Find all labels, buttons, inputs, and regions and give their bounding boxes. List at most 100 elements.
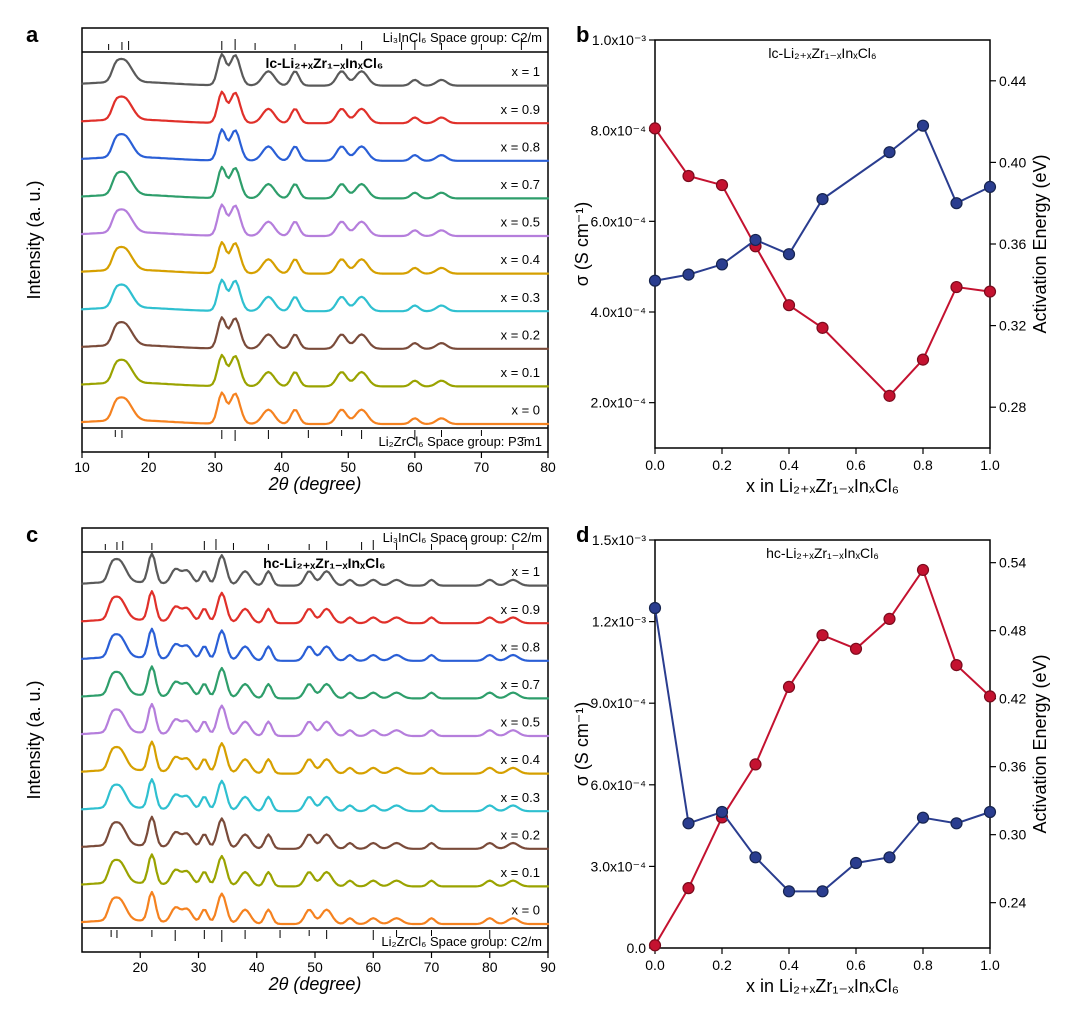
- svg-text:0.36: 0.36: [999, 236, 1026, 252]
- svg-text:Activation Energy (eV): Activation Energy (eV): [1030, 654, 1050, 833]
- svg-text:0.48: 0.48: [999, 623, 1026, 639]
- svg-text:6.0x10⁻⁴: 6.0x10⁻⁴: [591, 213, 646, 229]
- svg-text:x in Li₂₊ₓZr₁₋ₓInₓCl₆: x in Li₂₊ₓZr₁₋ₓInₓCl₆: [746, 476, 899, 496]
- svg-text:0.0: 0.0: [627, 940, 647, 956]
- svg-text:0.4: 0.4: [779, 957, 799, 973]
- svg-text:x = 0.3: x = 0.3: [501, 790, 540, 805]
- svg-text:x = 0.8: x = 0.8: [501, 139, 540, 154]
- svg-text:0.40: 0.40: [999, 154, 1026, 170]
- xrd-chart-a: 10 20 30 40 50 60 70 80 2θ (degree) Intensity (a.…: [20, 20, 560, 500]
- svg-text:20: 20: [132, 959, 148, 975]
- svg-text:1.0x10⁻³: 1.0x10⁻³: [592, 32, 646, 48]
- svg-text:lc-Li₂₊ₓZr₁₋ₓInₓCl₆: lc-Li₂₊ₓZr₁₋ₓInₓCl₆: [265, 55, 383, 71]
- svg-text:0.44: 0.44: [999, 73, 1026, 89]
- svg-text:50: 50: [340, 459, 356, 475]
- panel-d: d 0.0 0.2 0.4 0.6 0.8 1.0 x in Li₂₊ₓZr₁₋ₓInₓCl…: [570, 520, 1060, 1000]
- svg-text:0.2: 0.2: [712, 457, 732, 473]
- panel-c: c 20 30 40 50 60 70 80 90 2θ (degree) Intensity (…: [20, 520, 560, 1000]
- svg-text:σ (S cm⁻¹): σ (S cm⁻¹): [572, 202, 592, 287]
- svg-text:x = 0: x = 0: [511, 403, 540, 418]
- svg-text:Intensity (a. u.): Intensity (a. u.): [24, 680, 44, 799]
- svg-text:x = 0.2: x = 0.2: [501, 327, 540, 342]
- dual-axis-chart-d: 0.0 0.2 0.4 0.6 0.8 1.0 x in Li₂₊ₓZr₁₋ₓInₓCl₆ 0…: [570, 520, 1060, 1000]
- svg-text:0.32: 0.32: [999, 318, 1026, 334]
- svg-text:90: 90: [540, 959, 556, 975]
- svg-text:1.0: 1.0: [980, 457, 1000, 473]
- svg-text:x = 0: x = 0: [511, 903, 540, 918]
- svg-text:x = 0.4: x = 0.4: [501, 252, 540, 267]
- panel-label-d: d: [576, 522, 589, 548]
- svg-text:80: 80: [482, 959, 498, 975]
- svg-text:30: 30: [191, 959, 207, 975]
- svg-text:x = 0.4: x = 0.4: [501, 752, 540, 767]
- svg-text:x = 0.5: x = 0.5: [501, 715, 540, 730]
- svg-text:hc-Li₂₊ₓZr₁₋ₓInₓCl₆: hc-Li₂₊ₓZr₁₋ₓInₓCl₆: [766, 545, 879, 561]
- svg-text:x = 0.1: x = 0.1: [501, 865, 540, 880]
- svg-text:Li₃InCl₆ Space group: C2/m: Li₃InCl₆ Space group: C2/m: [383, 530, 542, 545]
- svg-text:0.30: 0.30: [999, 827, 1026, 843]
- svg-text:6.0x10⁻⁴: 6.0x10⁻⁴: [591, 777, 646, 793]
- svg-text:40: 40: [274, 459, 290, 475]
- svg-text:10: 10: [74, 459, 90, 475]
- svg-text:x = 0.7: x = 0.7: [501, 177, 540, 192]
- panel-label-a: a: [26, 22, 38, 48]
- svg-text:0.8: 0.8: [913, 457, 933, 473]
- svg-text:Li₃InCl₆ Space group: C2/m: Li₃InCl₆ Space group: C2/m: [383, 30, 542, 45]
- svg-text:4.0x10⁻⁴: 4.0x10⁻⁴: [591, 304, 646, 320]
- svg-text:70: 70: [424, 959, 440, 975]
- svg-text:x = 0.1: x = 0.1: [501, 365, 540, 380]
- svg-text:1.0: 1.0: [980, 957, 1000, 973]
- svg-text:x = 1: x = 1: [511, 64, 540, 79]
- svg-text:lc-Li₂₊ₓZr₁₋ₓInₓCl₆: lc-Li₂₊ₓZr₁₋ₓInₓCl₆: [768, 45, 876, 61]
- svg-text:0.0: 0.0: [645, 457, 665, 473]
- svg-text:60: 60: [365, 959, 381, 975]
- xrd-chart-c: 20 30 40 50 60 70 80 90 2θ (degree) Intensity (a.…: [20, 520, 560, 1000]
- svg-text:2θ (degree): 2θ (degree): [268, 474, 362, 494]
- svg-text:9.0x10⁻⁴: 9.0x10⁻⁴: [591, 695, 646, 711]
- svg-text:0.8: 0.8: [913, 957, 933, 973]
- svg-text:x = 0.2: x = 0.2: [501, 827, 540, 842]
- svg-text:x = 0.9: x = 0.9: [501, 102, 540, 117]
- svg-text:0.6: 0.6: [846, 957, 866, 973]
- svg-text:x = 0.7: x = 0.7: [501, 677, 540, 692]
- svg-text:20: 20: [141, 459, 157, 475]
- svg-text:30: 30: [207, 459, 223, 475]
- svg-text:0.4: 0.4: [779, 457, 799, 473]
- panel-label-c: c: [26, 522, 38, 548]
- svg-text:40: 40: [249, 959, 265, 975]
- svg-text:0.28: 0.28: [999, 399, 1026, 415]
- svg-text:60: 60: [407, 459, 423, 475]
- svg-text:0.54: 0.54: [999, 555, 1026, 571]
- svg-text:x = 1: x = 1: [511, 564, 540, 579]
- svg-text:Intensity (a. u.): Intensity (a. u.): [24, 180, 44, 299]
- svg-text:0.0: 0.0: [645, 957, 665, 973]
- svg-text:x = 0.8: x = 0.8: [501, 639, 540, 654]
- svg-text:0.42: 0.42: [999, 691, 1026, 707]
- svg-text:2.0x10⁻⁴: 2.0x10⁻⁴: [591, 395, 646, 411]
- svg-text:80: 80: [540, 459, 556, 475]
- svg-text:hc-Li₂₊ₓZr₁₋ₓInₓCl₆: hc-Li₂₊ₓZr₁₋ₓInₓCl₆: [263, 555, 385, 571]
- panel-a: a 10 20 30 40 50 60 70 80 2θ (degree) Intensity (…: [20, 20, 560, 500]
- svg-text:1.5x10⁻³: 1.5x10⁻³: [592, 532, 646, 548]
- svg-text:0.24: 0.24: [999, 895, 1026, 911]
- svg-text:3.0x10⁻⁴: 3.0x10⁻⁴: [591, 858, 646, 874]
- svg-text:8.0x10⁻⁴: 8.0x10⁻⁴: [591, 123, 646, 139]
- svg-text:1.2x10⁻³: 1.2x10⁻³: [592, 614, 646, 630]
- svg-text:0.6: 0.6: [846, 457, 866, 473]
- svg-text:0.2: 0.2: [712, 957, 732, 973]
- svg-text:x in Li₂₊ₓZr₁₋ₓInₓCl₆: x in Li₂₊ₓZr₁₋ₓInₓCl₆: [746, 976, 899, 996]
- svg-text:x = 0.5: x = 0.5: [501, 215, 540, 230]
- svg-text:x = 0.3: x = 0.3: [501, 290, 540, 305]
- svg-text:x = 0.9: x = 0.9: [501, 602, 540, 617]
- svg-text:Activation Energy (eV): Activation Energy (eV): [1030, 154, 1050, 333]
- figure-grid: a 10 20 30 40 50 60 70 80 2θ (degree) Intensity (…: [20, 20, 1060, 1000]
- svg-text:σ (S cm⁻¹): σ (S cm⁻¹): [572, 702, 592, 787]
- svg-text:50: 50: [307, 959, 323, 975]
- panel-b: b 0.0 0.2 0.4 0.6 0.8 1.0 x in Li₂₊ₓZr₁₋ₓInₓCl…: [570, 20, 1060, 500]
- svg-text:Li₂ZrCl₆ Space group: P3̄m1: Li₂ZrCl₆ Space group: P3̄m1: [379, 434, 542, 449]
- dual-axis-chart-b: 0.0 0.2 0.4 0.6 0.8 1.0 x in Li₂₊ₓZr₁₋ₓInₓCl₆ 2…: [570, 20, 1060, 500]
- svg-text:Li₂ZrCl₆ Space group: C2/m: Li₂ZrCl₆ Space group: C2/m: [381, 934, 542, 949]
- svg-text:70: 70: [474, 459, 490, 475]
- panel-label-b: b: [576, 22, 589, 48]
- svg-text:2θ (degree): 2θ (degree): [268, 974, 362, 994]
